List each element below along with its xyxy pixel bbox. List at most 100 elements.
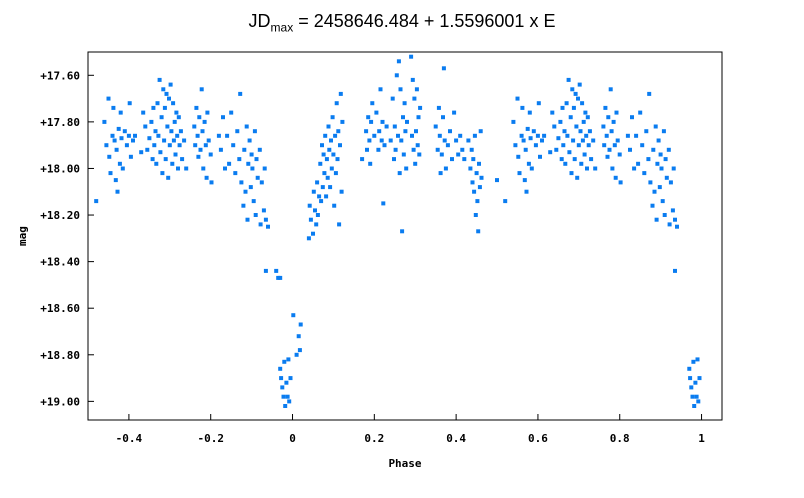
data-point xyxy=(173,152,178,157)
data-point xyxy=(398,87,403,92)
data-point xyxy=(333,171,338,176)
data-point xyxy=(327,147,332,152)
data-point xyxy=(614,110,619,115)
data-point xyxy=(200,129,205,134)
data-point xyxy=(368,161,373,166)
y-tick-label: +18.60 xyxy=(40,302,80,315)
data-point xyxy=(334,101,339,106)
data-point xyxy=(329,166,334,171)
data-point xyxy=(415,143,420,148)
data-point xyxy=(441,66,446,71)
data-point xyxy=(195,133,200,138)
data-point xyxy=(115,189,120,194)
data-point xyxy=(255,175,260,180)
data-point xyxy=(242,147,247,152)
data-point xyxy=(245,217,250,222)
data-point xyxy=(365,147,369,152)
data-point xyxy=(193,143,198,148)
data-point xyxy=(573,91,578,96)
data-point xyxy=(388,138,393,143)
data-point xyxy=(476,229,481,234)
data-point xyxy=(287,399,292,404)
y-tick-label: +18.40 xyxy=(40,256,80,269)
data-point xyxy=(291,313,296,318)
data-point xyxy=(525,126,530,131)
data-point xyxy=(339,189,344,194)
data-point xyxy=(570,87,575,92)
data-point xyxy=(689,385,694,390)
data-point xyxy=(470,180,475,185)
data-point xyxy=(131,138,135,143)
data-point xyxy=(318,161,323,166)
data-point xyxy=(331,152,336,157)
data-point xyxy=(156,133,161,138)
data-point xyxy=(261,208,266,213)
data-point xyxy=(221,115,225,120)
data-point xyxy=(379,138,384,143)
data-point xyxy=(333,133,338,138)
data-point xyxy=(235,129,240,134)
data-point xyxy=(478,129,483,134)
data-point xyxy=(203,143,208,148)
data-point xyxy=(638,110,643,115)
data-point xyxy=(412,96,417,101)
data-point xyxy=(673,217,677,222)
data-point xyxy=(404,166,409,171)
data-point xyxy=(403,129,408,134)
data-point xyxy=(612,143,617,148)
data-point xyxy=(571,138,576,143)
data-point xyxy=(263,217,268,222)
data-point xyxy=(673,268,677,273)
data-point xyxy=(693,380,698,385)
data-point xyxy=(647,91,652,96)
data-point xyxy=(535,133,540,138)
data-point xyxy=(411,147,416,152)
data-point xyxy=(380,119,385,124)
data-point xyxy=(636,161,641,166)
data-point xyxy=(229,110,234,115)
data-point xyxy=(162,138,167,143)
data-point xyxy=(326,124,331,129)
data-point xyxy=(450,157,454,162)
data-point xyxy=(414,87,419,92)
plot-frame xyxy=(87,51,723,421)
data-point xyxy=(102,119,107,124)
data-point xyxy=(296,334,301,339)
data-point xyxy=(199,87,204,92)
data-point xyxy=(586,143,591,148)
data-point xyxy=(225,133,230,138)
data-point xyxy=(149,119,154,124)
data-point xyxy=(157,77,162,82)
data-point xyxy=(473,213,478,217)
data-point xyxy=(112,138,117,143)
data-point xyxy=(390,96,395,101)
x-tick-label: 0.4 xyxy=(446,432,466,445)
data-point xyxy=(642,171,647,176)
x-tick-label: 0.6 xyxy=(528,432,548,445)
data-point xyxy=(690,394,695,399)
data-point xyxy=(384,124,389,129)
y-axis-label: mag xyxy=(16,226,29,246)
data-point xyxy=(174,110,179,115)
x-axis-label: Phase xyxy=(388,457,421,470)
data-point xyxy=(238,91,243,96)
data-point xyxy=(602,143,607,148)
data-point xyxy=(438,171,443,176)
data-point xyxy=(139,150,144,155)
data-point xyxy=(184,166,189,171)
data-point xyxy=(630,115,634,120)
data-point xyxy=(410,77,415,82)
data-point xyxy=(632,166,637,171)
data-point xyxy=(688,376,693,381)
data-point xyxy=(122,129,127,134)
data-point xyxy=(196,154,201,159)
data-point xyxy=(471,157,476,162)
data-point xyxy=(652,189,657,194)
data-point xyxy=(567,150,572,155)
y-tick-label: +17.60 xyxy=(40,69,80,82)
data-point xyxy=(448,129,452,134)
data-point xyxy=(458,133,463,138)
data-point xyxy=(266,224,270,229)
data-point xyxy=(443,166,448,171)
data-point xyxy=(526,161,531,166)
